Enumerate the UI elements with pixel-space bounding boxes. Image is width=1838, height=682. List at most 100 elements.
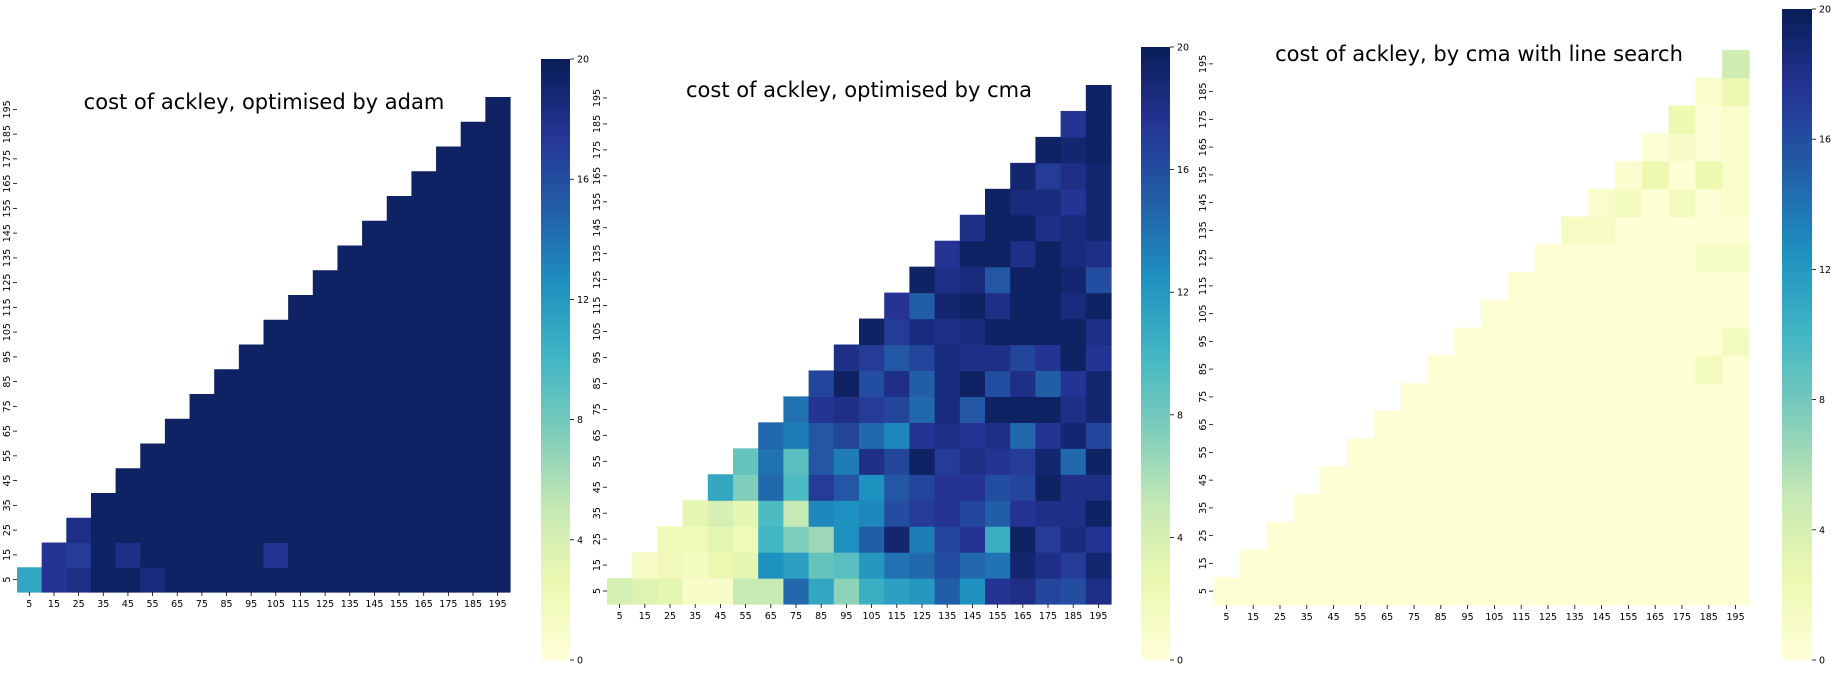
heatmap-cell <box>1481 383 1509 412</box>
heatmap-cell <box>362 369 388 395</box>
heatmap-cell <box>115 493 141 519</box>
x-tick-label: 195 <box>1089 611 1107 622</box>
colorbar-tick-label: 4 <box>1819 525 1825 536</box>
y-tick-label: 175 <box>2 150 13 168</box>
heatmap-cell <box>164 443 191 469</box>
heatmap-cell <box>1454 410 1482 440</box>
heatmap-cell <box>485 567 511 593</box>
heatmap-cell <box>707 500 734 527</box>
heatmap-cell <box>1035 266 1062 294</box>
heatmap-cell <box>808 422 835 449</box>
heatmap-cell <box>362 567 388 593</box>
heatmap-cell <box>1722 133 1750 162</box>
colorbar-tick-label: 20 <box>1819 5 1831 16</box>
heatmap-cell <box>238 344 265 370</box>
heatmap-cell <box>1534 244 1562 273</box>
heatmap-cell <box>859 318 885 346</box>
heatmap-panel-adam: cost of ackley, optimised by adam 5 15 25 3… <box>2 55 589 667</box>
x-tick-label: 105 <box>863 611 881 622</box>
heatmap-cell <box>1085 162 1112 190</box>
heatmap-cell <box>1641 244 1670 273</box>
heatmap-cell <box>1060 552 1087 579</box>
heatmap-cell <box>460 542 486 568</box>
heatmap-cell <box>959 266 986 294</box>
heatmap-cell <box>1347 466 1375 495</box>
heatmap-cell <box>1695 466 1723 495</box>
x-tick-label: 135 <box>938 611 956 622</box>
x-tick-label: 25 <box>664 611 676 622</box>
heatmap-cell <box>485 517 511 544</box>
heatmap-cell <box>1010 370 1036 397</box>
heatmap-cell <box>1722 105 1750 134</box>
heatmap-cell <box>1293 494 1321 523</box>
x-tick-label: 85 <box>815 611 827 622</box>
heatmap-cell <box>859 474 885 501</box>
heatmap-cell <box>934 526 961 553</box>
heatmap-cell <box>66 567 92 593</box>
heatmap-cell <box>884 422 910 449</box>
heatmap-cell <box>859 422 885 449</box>
heatmap-cell <box>485 344 511 370</box>
heatmap-cell <box>1561 272 1589 301</box>
heatmap-cell <box>808 526 835 553</box>
y-tick-label: 145 <box>2 224 13 242</box>
heatmap-cell <box>411 567 437 593</box>
y-tick-label: 45 <box>1198 474 1209 486</box>
heatmap-cell <box>337 443 363 469</box>
heatmap-cell <box>312 295 339 321</box>
heatmap-cell <box>1481 355 1509 384</box>
heatmap-cell <box>934 448 961 475</box>
heatmap-cell <box>1427 410 1455 440</box>
heatmap-cell <box>189 443 215 469</box>
heatmap-cell <box>288 493 314 519</box>
heatmap-cell <box>1320 521 1348 551</box>
heatmap-cell <box>411 468 437 494</box>
heatmap-cell <box>1085 110 1112 138</box>
heatmap-cell <box>1615 299 1643 329</box>
heatmap-cell <box>934 552 961 579</box>
y-tick-label: 105 <box>2 323 13 341</box>
heatmap-cell <box>263 542 289 568</box>
heatmap-cell <box>859 526 885 553</box>
heatmap-cell <box>1454 577 1482 606</box>
heatmap-cell <box>1561 577 1589 606</box>
y-tick-label: 95 <box>592 351 603 363</box>
heatmap-cell <box>214 443 240 469</box>
heatmap-cell <box>1641 521 1670 551</box>
y-tick-label: 5 <box>592 588 603 594</box>
heatmap-cell <box>1427 466 1455 495</box>
heatmap-cell <box>1722 383 1750 412</box>
heatmap-cell <box>682 500 709 527</box>
heatmap-cell <box>485 146 511 172</box>
heatmap-cell <box>758 448 784 475</box>
heatmap-cell <box>436 394 462 420</box>
x-tick-label: 195 <box>489 599 507 610</box>
heatmap-cell <box>386 468 412 494</box>
heatmap-cell <box>41 567 67 593</box>
y-tick-label: 155 <box>1198 166 1209 184</box>
heatmap-cell <box>985 552 1011 579</box>
heatmap-cell <box>1641 577 1670 606</box>
heatmap-cell <box>436 443 462 469</box>
heatmap-cell <box>1060 578 1087 605</box>
chart-title-adam: cost of ackley, optimised by adam <box>84 90 445 114</box>
heatmap-cell <box>140 468 166 494</box>
y-axis-cma-line-search: 5 15 25 35 45 55 65 75 85 95 105 115 125 135 145 155 165… <box>1198 55 1213 594</box>
heatmap-cell <box>337 270 363 296</box>
heatmap-cell <box>386 319 412 346</box>
heatmap-cell <box>909 370 936 397</box>
x-tick-label: 185 <box>1700 612 1718 623</box>
heatmap-cell <box>386 443 412 469</box>
heatmap-cell <box>733 474 759 501</box>
y-tick-label: 15 <box>2 549 13 561</box>
colorbar-tick-label: 8 <box>1819 395 1825 406</box>
colorbar-tick-label: 8 <box>1177 410 1183 421</box>
y-tick-label: 185 <box>1198 83 1209 101</box>
heatmap-cell <box>460 567 486 593</box>
y-tick-label: 95 <box>2 351 13 363</box>
heatmap-cell <box>1588 299 1616 329</box>
heatmap-cell <box>1722 50 1750 79</box>
heatmap-cell <box>1641 549 1670 578</box>
heatmap-cell <box>1060 240 1087 268</box>
heatmap-cells-adam <box>17 97 511 593</box>
